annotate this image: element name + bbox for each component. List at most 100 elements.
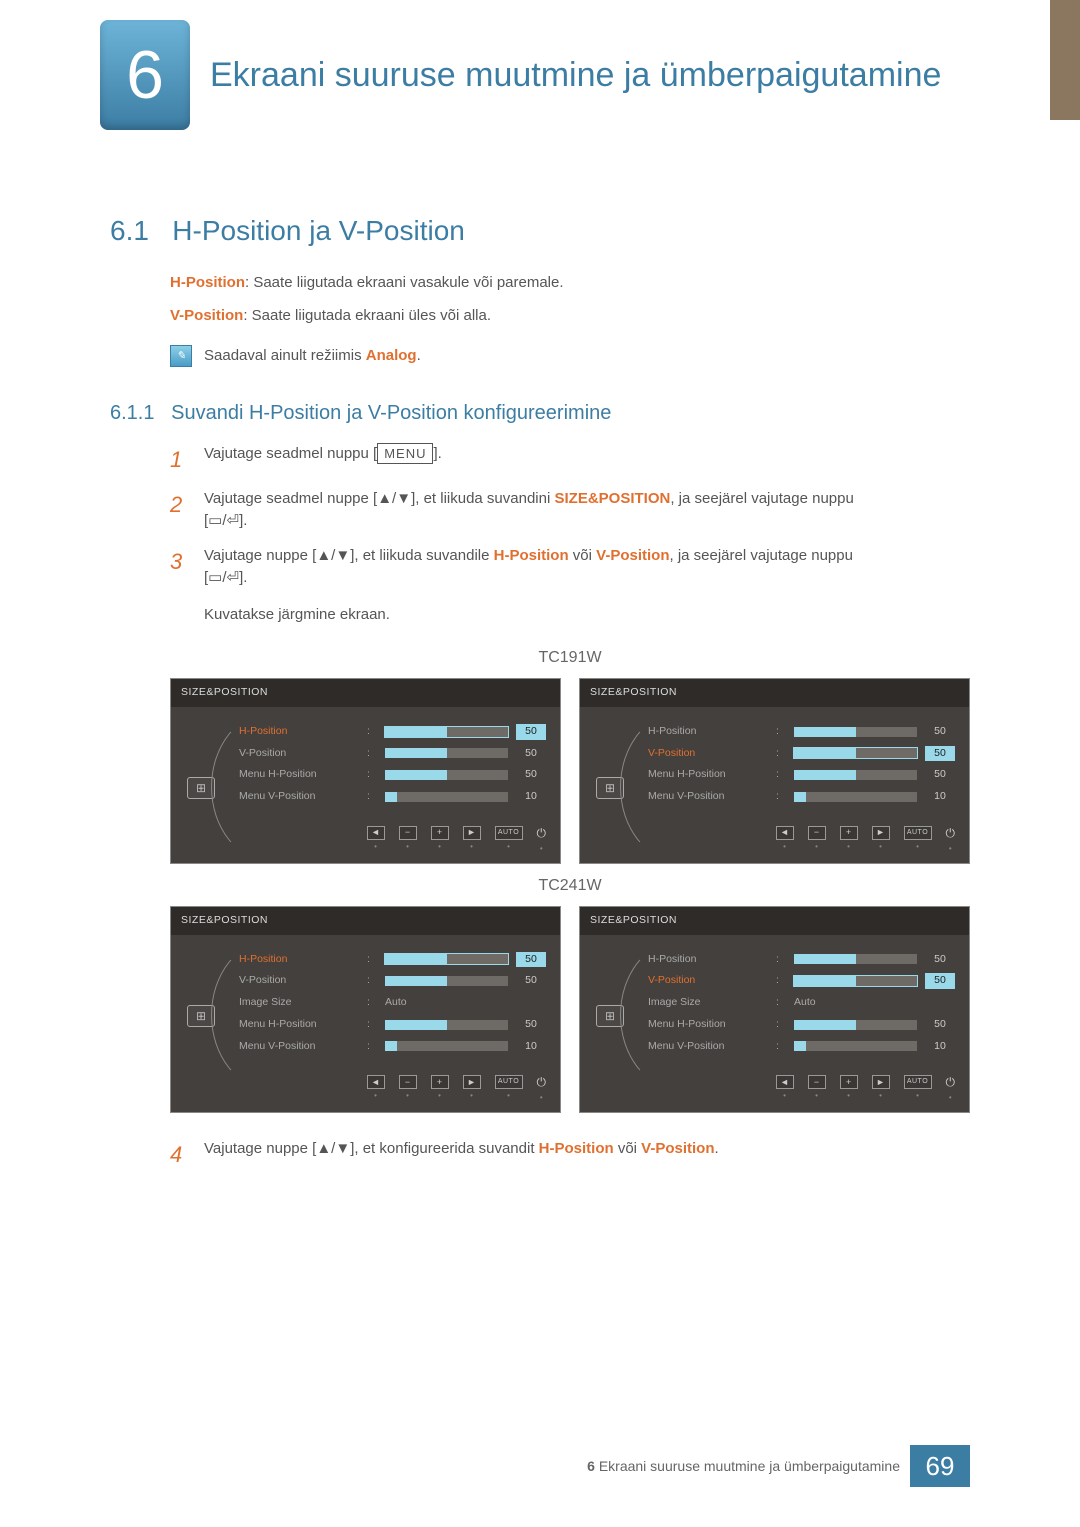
- osd-slider-bar: [794, 727, 917, 737]
- step-text: või: [569, 547, 597, 564]
- osd-footer-button: AUTO: [904, 1075, 932, 1102]
- osd-footer-button: +: [431, 1075, 449, 1102]
- osd-slider-bar: [385, 1041, 508, 1051]
- osd-footer-icon: +: [431, 826, 449, 840]
- note-mode: Analog: [366, 347, 417, 364]
- osd-row: H-Position:50: [648, 949, 955, 971]
- osd-row-sep: :: [367, 1017, 377, 1033]
- osd-row: H-Position:50: [239, 949, 546, 971]
- osd-footer-icon: +: [840, 1075, 858, 1089]
- osd-footer-icon: ◄: [367, 1075, 385, 1089]
- h-position-ref: H-Position: [539, 1140, 614, 1157]
- osd-row-sep: :: [776, 973, 786, 989]
- step-text: ], et konfigureerida suvandit: [350, 1140, 538, 1157]
- step-text: ], et liikuda suvandini: [411, 490, 554, 507]
- steps-list: 1 Vajutage seadmel nuppu [MENU]. 2 Vajut…: [170, 443, 970, 627]
- osd-row-sep: :: [776, 746, 786, 762]
- osd-row-sep: :: [776, 767, 786, 783]
- osd-slider-bar: [385, 770, 508, 780]
- step-text: ], et liikuda suvandile: [350, 547, 493, 564]
- osd-slider-bar: [794, 1020, 917, 1030]
- osd-footer-icon: ◄: [367, 826, 385, 840]
- osd-footer-icon: ◄: [776, 826, 794, 840]
- osd-sidebar: ⊞: [171, 707, 231, 818]
- osd-footer-button: ►: [872, 1075, 890, 1102]
- osd-power-icon: ⏻: [537, 824, 547, 842]
- osd-value: 50: [925, 952, 955, 968]
- section-title: H-Position ja V-Position: [172, 215, 465, 246]
- osd-footer-button: ◄: [367, 826, 385, 853]
- step-number: 4: [170, 1138, 190, 1171]
- model-label-1: TC191W: [170, 646, 970, 670]
- osd-row-sep: :: [367, 767, 377, 783]
- osd-auto-icon: AUTO: [495, 826, 523, 840]
- osd-footer-button: AUTO: [904, 826, 932, 853]
- osd-slider-fill: [794, 748, 856, 758]
- osd-footer-icon: +: [840, 826, 858, 840]
- step-number: 1: [170, 443, 190, 476]
- osd-list: H-Position:50V-Position:50Image Size:Aut…: [231, 935, 560, 1068]
- osd-footer-button: AUTO: [495, 826, 523, 853]
- osd-value: 50: [516, 952, 546, 968]
- osd-footer-icon: ►: [872, 826, 890, 840]
- footer-chapter-num: 6: [587, 1458, 599, 1474]
- chapter-header: 6 Ekraani suuruse muutmine ja ümberpaigu…: [0, 0, 1080, 160]
- osd-list: H-Position:50V-Position:50Menu H-Positio…: [640, 707, 969, 818]
- model-label-2: TC241W: [170, 874, 970, 898]
- osd-row: V-Position:50: [648, 970, 955, 992]
- osd-sidebar: ⊞: [580, 707, 640, 818]
- step-text: ].: [433, 445, 441, 462]
- osd-row: V-Position:50: [648, 743, 955, 765]
- subsection-heading: 6.1.1 Suvandi H-Position ja V-Position k…: [110, 398, 970, 428]
- osd-slider-bar: [385, 976, 508, 986]
- osd-title: SIZE&POSITION: [580, 907, 969, 935]
- osd-value: 50: [516, 746, 546, 762]
- osd-row: Menu H-Position:50: [648, 1014, 955, 1036]
- osd-row: Image Size:Auto: [648, 992, 955, 1014]
- osd-panel: SIZE&POSITION⊞H-Position:50V-Position:50…: [170, 906, 561, 1114]
- osd-slider-fill: [794, 954, 856, 964]
- osd-row: H-Position:50: [239, 721, 546, 743]
- step-number: 3: [170, 545, 190, 578]
- osd-footer-button: ►: [872, 826, 890, 853]
- note-prefix: Saadaval ainult režiimis: [204, 347, 366, 364]
- osd-row: Menu V-Position:10: [239, 786, 546, 808]
- osd-row-text-value: Auto: [794, 995, 955, 1011]
- osd-value: 50: [925, 724, 955, 740]
- intro-v: V-Position: Saate liigutada ekraani üles…: [170, 305, 970, 328]
- osd-footer-button: −: [399, 1075, 417, 1102]
- side-accent-bar: [1050, 0, 1080, 120]
- osd-footer-button: AUTO: [495, 1075, 523, 1102]
- osd-slider-bar: [385, 727, 508, 737]
- panel-row-2: SIZE&POSITION ⊞ H-Position:50V-Position:50…: [170, 906, 970, 1114]
- osd-category-icon: ⊞: [187, 1005, 215, 1027]
- h-position-label: H-Position: [170, 274, 245, 291]
- osd-footer: ◄−+►AUTO⏻: [171, 1067, 560, 1104]
- osd-value: 10: [925, 789, 955, 805]
- osd-value: 50: [516, 767, 546, 783]
- osd-footer-button: +: [840, 1075, 858, 1102]
- step-text: Vajutage seadmel nuppu [: [204, 445, 377, 462]
- osd-footer: ◄−+►AUTO⏻: [580, 1067, 969, 1104]
- v-position-text: : Saate liigutada ekraani üles või alla.: [243, 307, 491, 324]
- osd-slider-bar: [385, 954, 508, 964]
- footer-text: 6 Ekraani suuruse muutmine ja ümberpaigu…: [587, 1456, 900, 1477]
- osd-value: 50: [925, 746, 955, 762]
- osd-value: 50: [925, 1017, 955, 1033]
- osd-row-sep: :: [367, 724, 377, 740]
- step-text: .: [715, 1140, 719, 1157]
- osd-footer-icon: ►: [463, 826, 481, 840]
- h-position-text: : Saate liigutada ekraani vasakule või p…: [245, 274, 564, 291]
- osd-footer-button: +: [840, 826, 858, 853]
- osd-footer-button: ◄: [776, 1075, 794, 1102]
- enter-symbol: ▭/⏎: [208, 569, 239, 586]
- step-number: 2: [170, 488, 190, 521]
- osd-row-sep: :: [367, 952, 377, 968]
- osd-category-icon: ⊞: [187, 777, 215, 799]
- osd-value: 50: [516, 973, 546, 989]
- osd-row: V-Position:50: [239, 743, 546, 765]
- osd-footer-button: ◄: [776, 826, 794, 853]
- menu-button-label: MENU: [377, 443, 433, 465]
- note-suffix: .: [417, 347, 421, 364]
- osd-row-sep: :: [776, 995, 786, 1011]
